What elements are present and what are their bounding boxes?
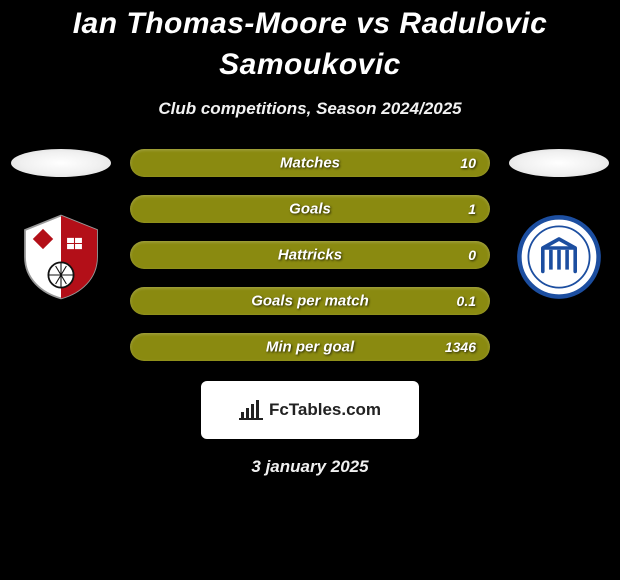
stat-right-value: 0: [454, 241, 490, 269]
subtitle: Club competitions, Season 2024/2025: [158, 99, 461, 119]
left-ellipse: [11, 149, 111, 177]
mid-row: Matches 10 Goals 1 Hattricks 0 Goals per match…: [0, 149, 620, 361]
right-side: [504, 149, 614, 307]
bar-chart-icon: [239, 398, 263, 422]
shield-icon: [16, 212, 106, 302]
left-crest: [11, 207, 111, 307]
badge-icon: [514, 212, 604, 302]
page-title: Ian Thomas-Moore vs Radulovic Samoukovic: [0, 4, 620, 85]
stat-bar: Goals per match 0.1: [130, 287, 490, 315]
stat-left-value: [130, 287, 158, 315]
stat-right-value: 1346: [431, 333, 490, 361]
right-crest: [509, 207, 609, 307]
stat-bar: Matches 10: [130, 149, 490, 177]
footer-date: 3 january 2025: [251, 457, 368, 477]
stats-bars: Matches 10 Goals 1 Hattricks 0 Goals per match…: [130, 149, 490, 361]
stat-bar: Min per goal 1346: [130, 333, 490, 361]
right-ellipse: [509, 149, 609, 177]
stat-left-value: [130, 333, 158, 361]
stat-right-value: 1: [454, 195, 490, 223]
stat-bar: Hattricks 0: [130, 241, 490, 269]
stat-label: Hattricks: [278, 247, 342, 264]
stat-label: Min per goal: [266, 339, 354, 356]
stat-right-value: 10: [446, 149, 490, 177]
comparison-card: Ian Thomas-Moore vs Radulovic Samoukovic…: [0, 0, 620, 580]
stat-left-value: [130, 149, 158, 177]
stat-label: Matches: [280, 155, 340, 172]
stat-label: Goals: [289, 201, 331, 218]
stat-right-value: 0.1: [443, 287, 490, 315]
stat-bar: Goals 1: [130, 195, 490, 223]
stat-left-value: [130, 195, 158, 223]
stat-label: Goals per match: [251, 293, 369, 310]
stat-left-value: [130, 241, 158, 269]
footer-brand-text: FcTables.com: [269, 400, 381, 420]
left-side: [6, 149, 116, 307]
footer-brand-card: FcTables.com: [201, 381, 419, 439]
